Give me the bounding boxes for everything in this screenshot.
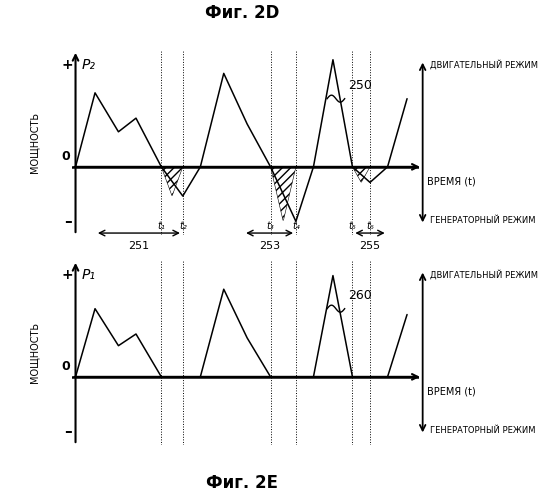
Text: 260: 260 (349, 288, 372, 302)
Text: P₂: P₂ (82, 58, 95, 72)
Text: ДВИГАТЕЛЬНЫЙ РЕЖИМ: ДВИГАТЕЛЬНЫЙ РЕЖИМ (430, 270, 538, 280)
Text: –: – (64, 424, 72, 439)
Text: t₄: t₄ (292, 222, 300, 232)
Text: 0: 0 (61, 150, 70, 163)
Text: t₁: t₁ (158, 222, 165, 232)
Text: t₃: t₃ (267, 222, 274, 232)
Text: P₁: P₁ (82, 268, 95, 282)
Text: t₆: t₆ (366, 222, 374, 232)
Text: 250: 250 (349, 78, 372, 92)
Text: +: + (62, 58, 73, 72)
Text: 0: 0 (61, 360, 70, 373)
Text: ВРЕМЯ (t): ВРЕМЯ (t) (426, 176, 476, 186)
Text: t₅: t₅ (349, 222, 356, 232)
Text: ДВИГАТЕЛЬНЫЙ РЕЖИМ: ДВИГАТЕЛЬНЫЙ РЕЖИМ (430, 60, 538, 70)
Text: ГЕНЕРАТОРНЫЙ РЕЖИМ: ГЕНЕРАТОРНЫЙ РЕЖИМ (430, 216, 536, 225)
Text: t₂: t₂ (179, 222, 187, 232)
Text: Фиг. 2D: Фиг. 2D (206, 4, 279, 22)
Text: ВРЕМЯ (t): ВРЕМЯ (t) (426, 386, 476, 396)
Text: МОЩНОСТЬ: МОЩНОСТЬ (30, 322, 40, 383)
Text: Фиг. 2E: Фиг. 2E (207, 474, 278, 492)
Text: 251: 251 (128, 241, 149, 251)
Text: 255: 255 (359, 241, 381, 251)
Text: 253: 253 (259, 241, 280, 251)
Text: МОЩНОСТЬ: МОЩНОСТЬ (30, 112, 40, 173)
Text: ГЕНЕРАТОРНЫЙ РЕЖИМ: ГЕНЕРАТОРНЫЙ РЕЖИМ (430, 426, 536, 435)
Text: –: – (64, 214, 72, 229)
Text: +: + (62, 268, 73, 282)
